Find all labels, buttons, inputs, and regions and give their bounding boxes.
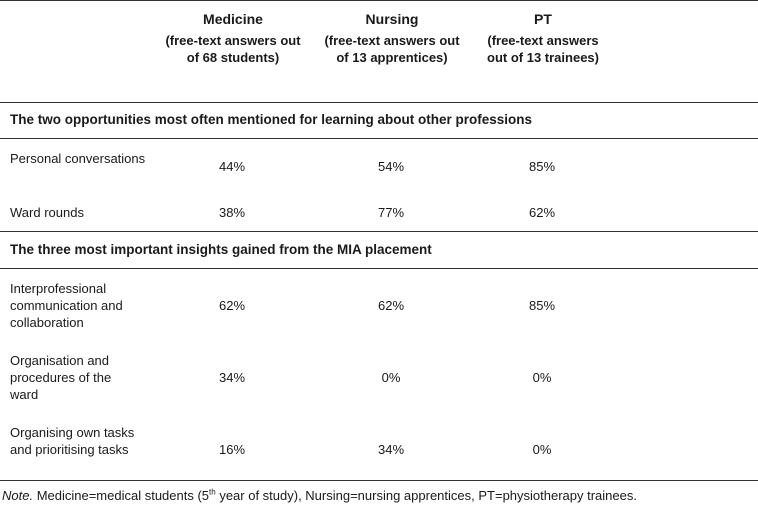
column-subtitle: (free-text answers out of 13 trainees) [487, 33, 599, 65]
section-heading-opportunities: The two opportunities most often mention… [10, 112, 533, 127]
row-label: Personal conversations [10, 151, 146, 166]
note-lead: Note. [2, 488, 34, 503]
column-header-medicine: Medicine (free-text answers out of 68 st… [160, 10, 306, 66]
column-header-pt: PT (free-text answers out of 13 trainees… [478, 10, 608, 66]
section-rule [0, 231, 758, 232]
row-label: Ward rounds [10, 205, 84, 220]
top-rule [0, 0, 758, 1]
section-rule [0, 138, 758, 139]
value-medicine: 16% [218, 442, 246, 457]
value-medicine: 34% [218, 370, 246, 385]
value-pt: 85% [528, 298, 556, 313]
header-rule [0, 102, 758, 103]
bottom-rule [0, 480, 758, 481]
value-nursing: 54% [377, 159, 405, 174]
row-label: Organisation and procedures of the ward [10, 353, 112, 402]
column-subtitle: (free-text answers out of 68 students) [165, 33, 301, 65]
note-text-part1: Medicine=medical students (5 [33, 488, 210, 503]
value-nursing: 77% [377, 205, 405, 220]
column-subtitle: (free-text answers out of 13 apprentices… [324, 33, 460, 65]
column-title: Medicine [203, 11, 263, 27]
value-pt: 85% [528, 159, 556, 174]
value-nursing: 0% [381, 370, 401, 385]
value-medicine: 38% [218, 205, 246, 220]
section-heading-insights: The three most important insights gained… [10, 242, 432, 257]
row-label: Organising own tasks and prioritising ta… [10, 425, 135, 457]
column-title: PT [534, 11, 552, 27]
value-pt: 0% [532, 370, 552, 385]
table-note: Note. Medicine=medical students (5th yea… [2, 487, 637, 505]
value-pt: 0% [532, 442, 552, 457]
value-nursing: 34% [377, 442, 405, 457]
value-medicine: 62% [218, 298, 246, 313]
note-text-part2: year of study), Nursing=nursing apprenti… [215, 488, 637, 503]
section-rule [0, 268, 758, 269]
value-medicine: 44% [218, 159, 246, 174]
value-pt: 62% [528, 205, 556, 220]
column-header-nursing: Nursing (free-text answers out of 13 app… [322, 10, 462, 66]
column-title: Nursing [365, 11, 419, 27]
note-superscript: th [209, 487, 216, 497]
row-label: Interprofessional communication and coll… [10, 281, 123, 330]
value-nursing: 62% [377, 298, 405, 313]
